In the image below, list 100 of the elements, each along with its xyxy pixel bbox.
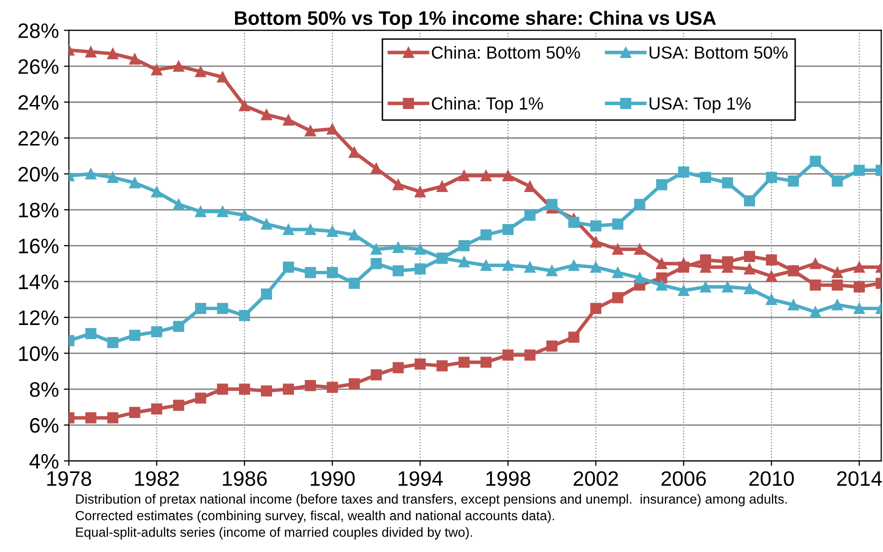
point bbox=[260, 218, 272, 230]
x-tick-label: 1990 bbox=[310, 471, 355, 486]
legend-label: USA: Top 1% bbox=[650, 97, 751, 114]
point bbox=[348, 278, 360, 289]
point bbox=[656, 280, 668, 291]
point bbox=[744, 283, 756, 294]
text: Distribution of pretax national income (before taxes and transfers, except pensions and unempl. insurance) among adults. bbox=[76, 494, 787, 506]
point bbox=[854, 302, 865, 314]
point bbox=[238, 100, 250, 112]
point bbox=[348, 146, 360, 158]
point bbox=[722, 256, 734, 268]
point bbox=[524, 180, 536, 192]
point bbox=[392, 179, 404, 190]
point bbox=[766, 254, 778, 266]
x-tick-label: 2006 bbox=[662, 471, 706, 486]
point bbox=[744, 250, 756, 262]
point bbox=[195, 392, 206, 404]
y-tick-label: 16% bbox=[19, 238, 58, 254]
x-tick-label: 2014 bbox=[837, 471, 882, 486]
point bbox=[370, 258, 382, 270]
point bbox=[612, 244, 624, 255]
point bbox=[392, 242, 404, 253]
point bbox=[85, 46, 96, 58]
y-tick-label: 18% bbox=[19, 202, 58, 218]
point bbox=[326, 123, 338, 135]
point bbox=[810, 156, 821, 167]
point bbox=[612, 218, 624, 230]
point bbox=[766, 172, 778, 184]
point bbox=[304, 266, 316, 278]
point bbox=[634, 198, 646, 210]
point bbox=[546, 340, 558, 352]
point bbox=[854, 281, 865, 292]
point bbox=[634, 272, 646, 284]
legend-label: USA: Bottom 50% bbox=[650, 46, 788, 59]
point bbox=[480, 260, 492, 271]
point bbox=[700, 254, 712, 266]
point bbox=[304, 125, 316, 136]
y-tick-label: 26% bbox=[18, 59, 58, 74]
point bbox=[458, 170, 470, 182]
y-tick-label: 22% bbox=[18, 131, 58, 146]
point bbox=[480, 229, 492, 240]
point bbox=[744, 195, 756, 206]
point bbox=[810, 280, 821, 291]
point bbox=[656, 179, 668, 190]
point bbox=[612, 266, 624, 278]
point bbox=[524, 350, 536, 361]
point bbox=[722, 177, 734, 188]
point bbox=[173, 320, 184, 332]
point bbox=[107, 336, 118, 348]
point bbox=[195, 66, 206, 78]
x-tick-label: 1978 bbox=[47, 471, 92, 486]
point bbox=[85, 168, 96, 180]
point bbox=[151, 186, 162, 198]
point bbox=[458, 356, 470, 368]
y-tick-label: 4% bbox=[30, 454, 58, 469]
point bbox=[700, 281, 712, 292]
point bbox=[173, 60, 184, 72]
y-tick-label: 14% bbox=[19, 274, 58, 290]
point bbox=[480, 170, 492, 182]
chart-title: Bottom 50% vs Top 1% income share: China vs USA bbox=[235, 10, 716, 29]
point bbox=[458, 256, 470, 268]
x-tick-label: 1994 bbox=[398, 471, 443, 486]
y-tick-label: 8% bbox=[30, 382, 58, 397]
point bbox=[282, 114, 294, 126]
point bbox=[700, 172, 712, 184]
point bbox=[173, 400, 184, 411]
point bbox=[436, 180, 448, 192]
point bbox=[326, 266, 338, 278]
point bbox=[568, 260, 580, 271]
point bbox=[568, 332, 580, 343]
point bbox=[766, 294, 778, 306]
point bbox=[414, 186, 426, 198]
point bbox=[238, 210, 250, 221]
point bbox=[832, 280, 843, 291]
point bbox=[568, 216, 580, 228]
point bbox=[348, 229, 360, 240]
point bbox=[832, 266, 843, 278]
point bbox=[832, 176, 843, 187]
point bbox=[282, 384, 294, 395]
point bbox=[129, 54, 140, 65]
point bbox=[217, 384, 228, 395]
point bbox=[326, 382, 338, 393]
point bbox=[788, 299, 799, 310]
point bbox=[832, 299, 843, 310]
point bbox=[744, 263, 756, 275]
point bbox=[392, 265, 404, 276]
point bbox=[524, 262, 536, 273]
point bbox=[217, 71, 228, 83]
point bbox=[326, 226, 338, 237]
point bbox=[590, 262, 602, 273]
text: Equal-split-adults series (income of married couples divided by two). bbox=[76, 527, 472, 540]
point bbox=[502, 350, 514, 361]
point bbox=[217, 302, 228, 314]
point bbox=[502, 260, 514, 271]
point bbox=[678, 166, 690, 178]
point bbox=[85, 412, 96, 424]
point bbox=[151, 326, 162, 338]
point bbox=[634, 244, 646, 255]
point bbox=[854, 262, 865, 273]
x-tick-label: 1998 bbox=[486, 471, 530, 486]
